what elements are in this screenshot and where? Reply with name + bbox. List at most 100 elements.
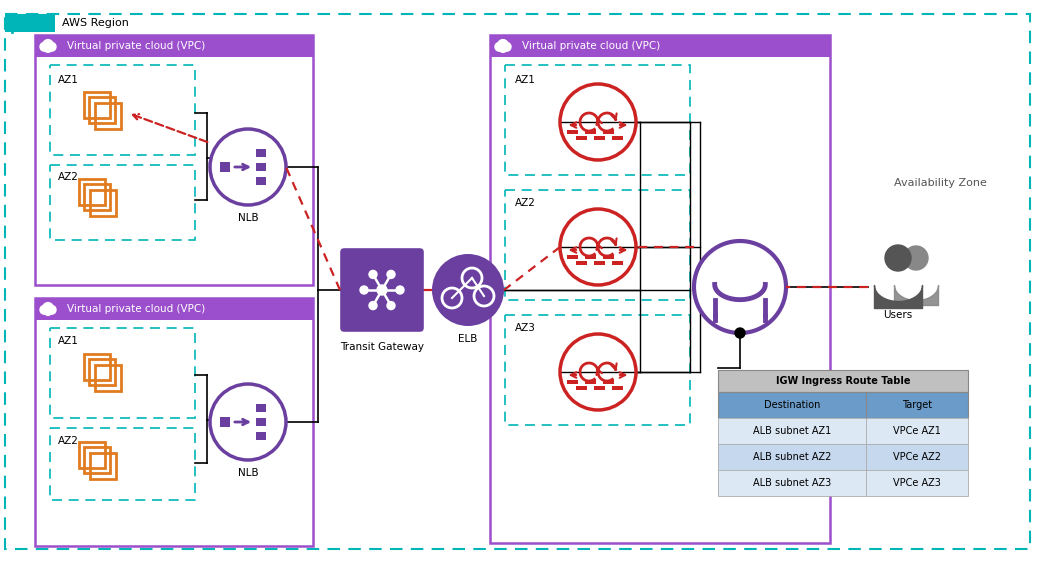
Bar [567,130,578,134]
Bar [490,35,516,57]
Bar [603,130,614,134]
Text: IGW Ingress Route Table: IGW Ingress Route Table [776,376,910,386]
Text: AZ2: AZ2 [58,436,79,446]
Bar [576,136,587,140]
Text: Virtual private cloud (VPC): Virtual private cloud (VPC) [67,41,205,51]
Text: ALB subnet AZ2: ALB subnet AZ2 [753,452,831,462]
FancyBboxPatch shape [340,248,424,332]
Bar [567,255,578,259]
Bar [35,35,313,57]
Circle shape [360,286,369,294]
Circle shape [387,270,395,278]
Bar [718,370,968,392]
Circle shape [502,43,511,51]
Bar [718,418,968,444]
Bar [718,470,968,496]
Text: AZ1: AZ1 [58,75,79,85]
Text: ELB: ELB [458,334,478,344]
Bar [35,35,61,57]
Bar [50,428,195,500]
Bar [256,418,266,426]
Text: VPCe AZ1: VPCe AZ1 [893,426,941,436]
Circle shape [432,254,504,326]
Text: AZ1: AZ1 [58,336,79,346]
Bar [612,386,623,390]
Text: ALB subnet AZ1: ALB subnet AZ1 [753,426,831,436]
Circle shape [210,129,286,205]
Circle shape [43,40,53,50]
Bar [220,162,230,172]
Circle shape [387,302,395,310]
Bar [50,328,195,418]
Circle shape [40,305,49,314]
Text: Transit Gateway: Transit Gateway [340,342,424,352]
Text: Virtual private cloud (VPC): Virtual private cloud (VPC) [67,304,205,314]
Bar [576,261,587,265]
Bar [490,35,830,543]
Bar [256,163,266,171]
Bar [220,417,230,427]
Circle shape [47,43,56,51]
Text: Users: Users [884,310,913,320]
Bar [576,386,587,390]
Text: Virtual private cloud (VPC): Virtual private cloud (VPC) [522,41,660,51]
Bar [718,392,968,418]
Bar [256,177,266,185]
Bar [612,136,623,140]
Circle shape [45,45,52,52]
Bar [5,14,55,32]
Bar [50,65,195,155]
Text: Destination: Destination [764,400,820,410]
Text: ALB subnet AZ3: ALB subnet AZ3 [753,478,831,488]
Text: AZ3: AZ3 [515,323,536,333]
Bar [718,470,968,496]
Bar [603,380,614,384]
Bar [505,190,690,300]
Text: AZ2: AZ2 [58,172,79,182]
Bar [603,255,614,259]
Circle shape [369,302,377,310]
Circle shape [885,245,911,271]
Bar [585,380,595,384]
Circle shape [735,328,745,338]
Bar [718,444,968,470]
Circle shape [904,246,928,270]
Bar [490,35,830,57]
Bar [256,149,266,157]
Bar [594,386,605,390]
Circle shape [40,43,49,51]
Bar [35,298,313,320]
Bar [567,380,578,384]
Circle shape [496,43,504,51]
Bar [35,35,313,285]
Text: Availability Zone: Availability Zone [893,178,987,188]
Bar [256,404,266,412]
Bar [505,315,690,425]
Bar [50,165,195,240]
Bar [718,444,968,470]
Bar [594,261,605,265]
Circle shape [47,305,56,314]
Circle shape [694,241,786,333]
Bar [612,261,623,265]
Text: NLB: NLB [237,213,258,223]
Circle shape [210,384,286,460]
Bar [256,432,266,440]
Text: VPCe AZ2: VPCe AZ2 [893,452,941,462]
Text: AZ2: AZ2 [515,198,536,208]
Circle shape [396,286,404,294]
Text: AWS Region: AWS Region [62,18,129,28]
Circle shape [498,40,508,50]
Bar [505,65,690,175]
Bar [585,255,595,259]
Bar [594,136,605,140]
Text: VPCe AZ3: VPCe AZ3 [893,478,941,488]
Bar [585,130,595,134]
Circle shape [43,302,53,313]
Text: AZ1: AZ1 [515,75,536,85]
Circle shape [45,308,52,315]
Circle shape [369,270,377,278]
Bar [718,392,968,418]
Circle shape [377,285,387,295]
Circle shape [500,45,507,52]
